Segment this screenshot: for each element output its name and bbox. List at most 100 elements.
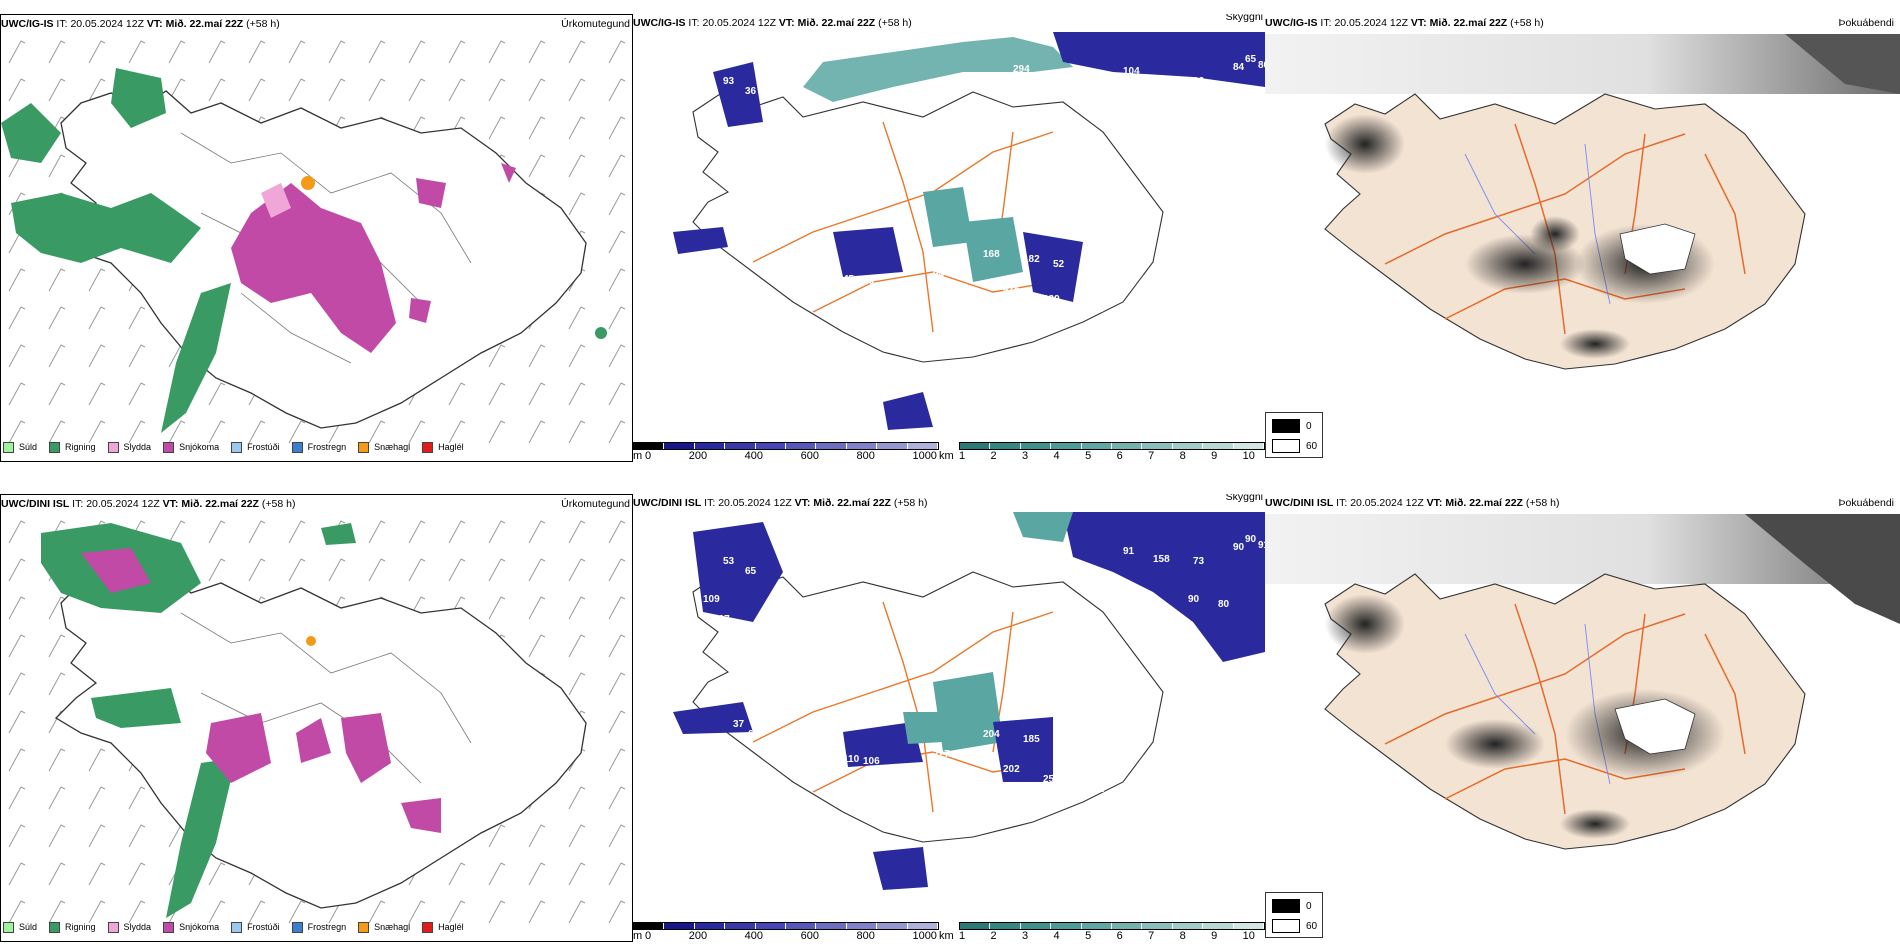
cloud-base-label: 80	[1258, 60, 1265, 71]
visibility-swatch	[1203, 443, 1234, 449]
cloud-base-label: 426	[1003, 284, 1020, 295]
cloud-base-label: 60	[713, 134, 725, 145]
vt-value: Mið. 22.maí 22Z	[813, 497, 891, 509]
vt-label: VT:	[162, 498, 179, 510]
cloudbase-scale	[633, 442, 939, 450]
vt-label: VT:	[146, 18, 163, 30]
tick-label: 1000	[912, 450, 937, 462]
cloud-base-label: 90	[1245, 534, 1257, 545]
tick-label: 10	[1242, 930, 1255, 942]
cloud-base-label: 65	[745, 566, 757, 577]
cloud-base-label: 131	[963, 304, 980, 315]
tick-label: 2	[990, 450, 997, 462]
fog-legend: 0 60	[1265, 412, 1323, 458]
legend-item: Haglél	[422, 441, 464, 453]
cloud-base-label: 90	[1188, 594, 1200, 605]
cloud-base-label: 70	[863, 276, 875, 287]
tick-label: 200	[688, 930, 708, 942]
panel-header: UWC/IG-IS IT: 20.05.2024 12Z VT: Mið. 22…	[1, 15, 632, 33]
visibility-swatch	[1142, 443, 1173, 449]
cloudbase-swatch	[846, 443, 878, 449]
fog-panel-bottom: UWC/DINI ISL IT: 20.05.2024 12Z VT: Mið.…	[1265, 494, 1900, 942]
cloudbase-scale	[633, 922, 939, 930]
visibility-swatch	[990, 443, 1021, 449]
legend-item: Snæhagl	[358, 441, 410, 453]
cloud-base-label: 48	[693, 259, 705, 270]
cloud-base-label: 294	[898, 309, 915, 320]
visibility-swatch	[960, 443, 991, 449]
cloudbase-swatch	[786, 443, 817, 449]
cloud-base-label: 94	[933, 269, 945, 280]
lead-time: (+58 h)	[261, 498, 296, 510]
panel-header: UWC/DINI ISL IT: 20.05.2024 12Z VT: Mið.…	[633, 494, 1265, 512]
fog-legend-item: 0	[1272, 419, 1312, 433]
legend-item: Rigning	[49, 921, 96, 933]
cloudbase-swatch	[816, 443, 847, 449]
cloud-base-label: 56	[1113, 274, 1125, 285]
it-label: IT:	[704, 497, 716, 509]
legend-item: Snjókoma	[163, 441, 219, 453]
fog-legend-item: 0	[1272, 899, 1312, 913]
panel-header: UWC/DINI ISL IT: 20.05.2024 12Z VT: Mið.…	[1, 495, 632, 513]
cloudbase-swatch	[664, 443, 695, 449]
cloud-base-label: 35	[1093, 304, 1105, 315]
cloud-base-label: 53	[723, 556, 735, 567]
cloudbase-swatch	[694, 443, 726, 449]
visibility-unit: km	[939, 450, 954, 462]
cloud-base-label: 45	[843, 274, 855, 285]
panel-header: UWC/DINI ISL IT: 20.05.2024 12Z VT: Mið.…	[1265, 494, 1900, 512]
cloud-base-label: 117	[1013, 314, 1030, 325]
cloud-base-label: 204	[893, 289, 910, 300]
lead-time: (+58 h)	[246, 18, 280, 30]
cloud-base-label: 49	[753, 154, 765, 165]
cloud-base-label: 60	[1053, 739, 1065, 750]
cloud-base-label: 35	[1113, 354, 1125, 365]
visibility-swatch	[1233, 443, 1265, 449]
cloud-base-label: 41	[1073, 384, 1085, 395]
panel-title: Úrkomutegund	[561, 498, 630, 510]
visibility-ticks: 1 2 3 4 5 6 7 8 9 10	[959, 930, 1255, 942]
visibility-swatch	[1020, 923, 1052, 929]
cloud-base-label: 168	[983, 249, 1000, 260]
cloud-base-label: 48	[1053, 344, 1065, 355]
cloud-base-label: 104	[1123, 66, 1140, 77]
lead-time: (+58 h)	[1525, 497, 1560, 509]
cloud-base-label: 107	[713, 614, 730, 625]
fog-legend: 0 60	[1265, 892, 1323, 938]
tick-label: 7	[1148, 450, 1155, 462]
tick-label: 4	[1053, 450, 1060, 462]
visibility-scale	[959, 922, 1265, 930]
vt-label: VT:	[778, 17, 795, 29]
visibility-swatch	[1112, 923, 1143, 929]
visibility-swatch	[1172, 923, 1204, 929]
tick-label: 600	[800, 450, 819, 462]
legend-item: Súld	[3, 921, 37, 933]
cloud-base-label: 105	[723, 744, 740, 755]
cloud-base-label: 121	[733, 629, 750, 640]
precip-type-map	[1, 513, 632, 923]
cloud-base-label: 17	[1113, 754, 1125, 765]
panel-title: Úrkomutegund	[561, 18, 630, 30]
fog-legend-item: 60	[1272, 919, 1317, 933]
legend-item: Snjókoma	[163, 921, 219, 933]
tick-label: 0	[645, 930, 652, 942]
precip-type-panel-top: UWC/IG-IS IT: 20.05.2024 12Z VT: Mið. 22…	[0, 14, 633, 462]
cloud-base-label: 79	[693, 739, 705, 750]
fog-map	[1265, 34, 1900, 370]
precip-legend: Súld Rigning Slydda Snjókoma Frostúði Fr…	[3, 919, 476, 935]
cloud-base-label: 90	[1233, 542, 1245, 553]
cloud-base-label: 94	[703, 114, 715, 125]
cloudbase-ticks: 0 200 400 600 800 1000	[645, 450, 937, 462]
cloudbase-swatch	[664, 923, 695, 929]
model-name: UWC/DINI ISL	[633, 497, 702, 509]
cloud-base-label: 97	[898, 789, 910, 800]
cloud-base-label: 46	[723, 264, 735, 275]
visibility-swatch	[1081, 443, 1113, 449]
it-label: IT:	[1336, 497, 1348, 509]
precip-type-panel-bottom: UWC/DINI ISL IT: 20.05.2024 12Z VT: Mið.…	[0, 494, 633, 942]
lead-time: (+58 h)	[1510, 17, 1544, 29]
tick-label: 1	[959, 450, 966, 462]
vt-value: Mið. 22.maí 22Z	[181, 498, 259, 510]
cloud-base-label: 204	[983, 729, 1000, 740]
visibility-swatch	[1203, 923, 1234, 929]
